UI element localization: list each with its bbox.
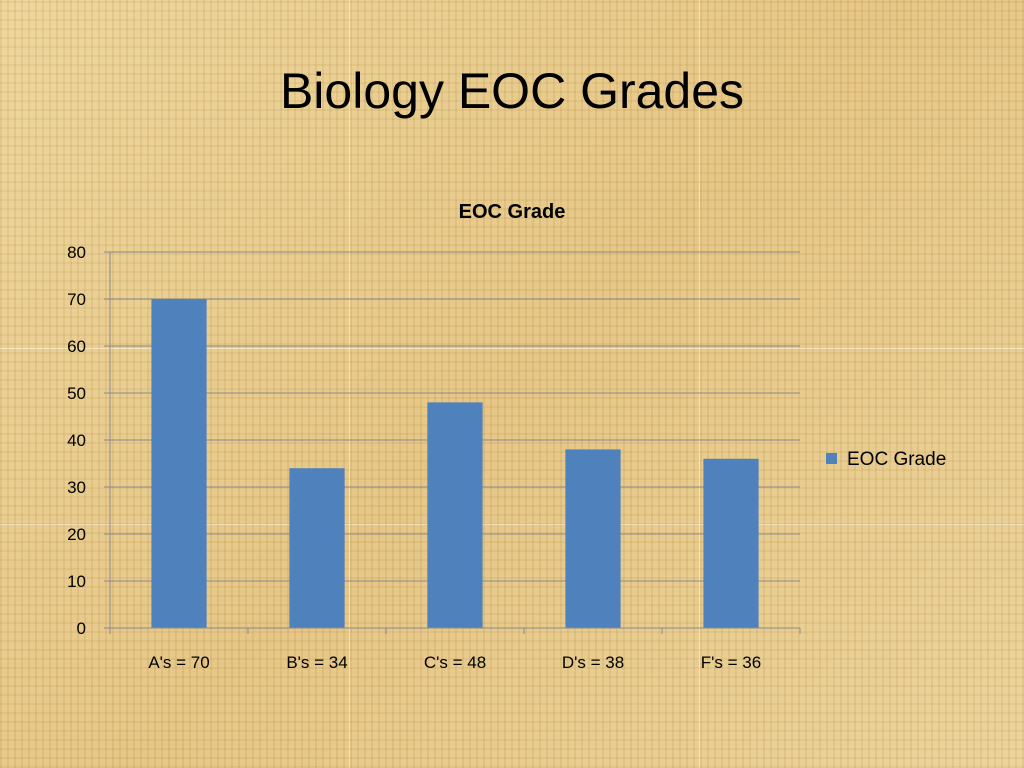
y-tick-label: 50 (67, 384, 86, 403)
texture-seam (349, 0, 350, 768)
bar (703, 458, 759, 628)
texture-seam (699, 0, 700, 768)
bar (289, 468, 345, 628)
bar (151, 299, 207, 628)
bar (427, 402, 483, 628)
bars (151, 299, 759, 628)
y-tick-label: 0 (77, 619, 86, 638)
x-tick-label: A's = 70 (148, 653, 209, 672)
grid-lines (110, 251, 800, 582)
x-tick-label: B's = 34 (286, 653, 347, 672)
texture-seam (0, 524, 1024, 525)
legend-swatch (826, 453, 837, 464)
y-tick-label: 20 (67, 525, 86, 544)
texture-seam (0, 348, 1024, 349)
x-tick-label: F's = 36 (701, 653, 761, 672)
legend: EOC Grade (826, 449, 946, 470)
legend-label: EOC Grade (847, 449, 946, 470)
x-tick-label: C's = 48 (424, 653, 486, 672)
y-axis-ticks: 0 10 20 30 40 50 60 70 80 (67, 243, 86, 638)
chart-title: EOC Grade (459, 201, 566, 223)
axes (104, 251, 801, 634)
y-tick-label: 60 (67, 337, 86, 356)
y-tick-label: 10 (67, 572, 86, 591)
x-axis-ticks: A's = 70 B's = 34 C's = 48 D's = 38 F's = 36 (148, 653, 761, 672)
x-tick-label: D's = 38 (562, 653, 624, 672)
slide-title: Biology EOC Grades (279, 63, 745, 119)
y-tick-label: 30 (67, 478, 86, 497)
bar (565, 449, 621, 628)
y-tick-label: 40 (67, 431, 86, 450)
y-tick-label: 70 (67, 290, 86, 309)
y-tick-label: 80 (67, 243, 86, 262)
